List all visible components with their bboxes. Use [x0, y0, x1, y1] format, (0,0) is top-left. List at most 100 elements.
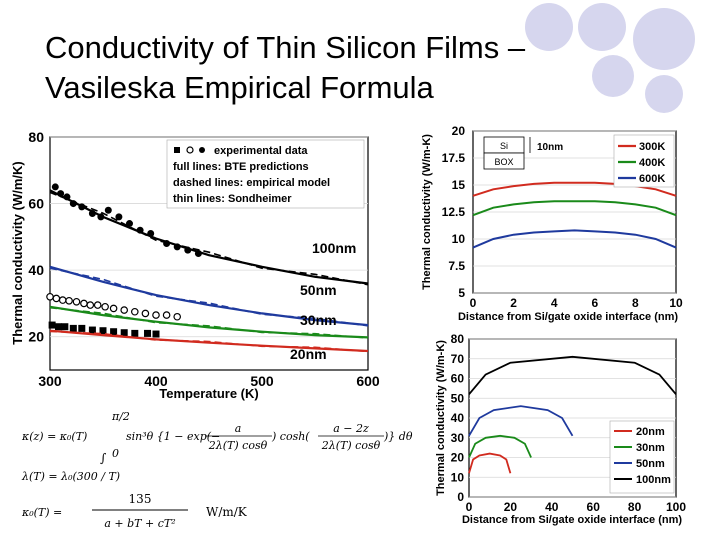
- kappa-numerator-1: a: [235, 422, 242, 435]
- chart1-x-tick-label: 500: [250, 373, 274, 389]
- chart3-legend-label-30nm: 30nm: [636, 442, 665, 454]
- kappa0-numerator: 135: [129, 492, 152, 506]
- decorative-circle: [592, 55, 634, 97]
- chart2-y-tick-label: 17.5: [442, 151, 466, 165]
- chart1-series-50nm-label: 50nm: [300, 282, 337, 298]
- chart1-y-tick-label: 80: [28, 129, 44, 145]
- experimental-filled-circle-point: [115, 213, 123, 221]
- chart3-series-30nm-line: [468, 434, 532, 458]
- chart1-series-30nm-dashed-line: [49, 306, 369, 339]
- chart3-legend-label-50nm: 50nm: [636, 458, 665, 470]
- experimental-filled-circle-point: [51, 183, 59, 191]
- inset-box-layer: [483, 152, 525, 170]
- chart3-y-tick-label: 20: [451, 451, 465, 465]
- experimental-square-point: [54, 323, 62, 331]
- chart1-y-tick-label: 20: [28, 329, 44, 345]
- chart3-x-tick-label: 40: [545, 500, 559, 514]
- chart3-series-50nm-line: [468, 405, 574, 437]
- experimental-open-circle-point: [52, 294, 61, 303]
- chart2-inset: Si BOX 10nm: [483, 136, 563, 170]
- experimental-square-point: [120, 329, 128, 337]
- experimental-square-point: [48, 321, 56, 329]
- experimental-square-point: [131, 329, 139, 337]
- chart3-y-tick-label: 0: [457, 490, 464, 504]
- integral-sign: ∫: [100, 451, 107, 465]
- legend-open-circle-marker: [186, 146, 194, 154]
- chart2-series-600K-line: [472, 229, 677, 249]
- experimental-open-circle-point: [162, 311, 171, 319]
- temperature-profile-chart: 5 7.5 10 12.5 15 17.5 20 0 2 4 6 8 10 Si BOX 10nm 30…: [421, 124, 683, 323]
- integral-lower-limit: 0: [112, 447, 119, 460]
- title-line-1: Conductivity of Thin Silicon Films –: [45, 30, 526, 65]
- chart2-x-tick-label: 10: [669, 296, 683, 310]
- experimental-open-circle-point: [109, 304, 118, 313]
- experimental-square-point: [99, 327, 107, 335]
- chart3-legend: 20nm 30nm 50nm 100nm: [614, 426, 671, 486]
- experimental-open-circle-point: [120, 306, 129, 314]
- kappa-numerator-2: a − 2z: [333, 422, 369, 435]
- chart3-x-tick-label: 0: [466, 500, 473, 514]
- chart3-x-tick-label: 100: [666, 500, 686, 514]
- chart3-y-tick-label: 80: [451, 332, 465, 346]
- chart3-series-20nm-line: [468, 452, 512, 474]
- chart1-series-30nm-label: 30nm: [300, 312, 337, 328]
- kappa0-units: W/m/K: [206, 505, 248, 519]
- chart1-x-tick-label: 600: [356, 373, 380, 389]
- inset-thickness-label: 10nm: [537, 142, 563, 153]
- inset-box-label: BOX: [494, 157, 513, 167]
- chart2-y-tick-label: 7.5: [448, 259, 465, 273]
- chart1-series-100nm-line: [49, 189, 369, 285]
- chart3-y-tick-label: 30: [451, 431, 465, 445]
- chart1-x-label: Temperature (K): [159, 386, 258, 401]
- decorative-circle: [633, 8, 695, 70]
- chart3-y-tick-label: 10: [451, 470, 465, 484]
- experimental-square-point: [144, 329, 152, 337]
- chart1-series-30nm-line: [49, 305, 369, 339]
- chart1-x-tick-label: 400: [144, 373, 168, 389]
- chart2-legend: 300K 400K 600K: [613, 134, 675, 188]
- kappa-body: sin³θ {1 − exp(−: [126, 430, 220, 443]
- kappa-mid: ) cosh(: [271, 430, 310, 443]
- inset-si-label: Si: [500, 141, 508, 151]
- kappa-end: )} dθ: [383, 430, 413, 443]
- chart2-x-tick-label: 4: [551, 296, 558, 310]
- chart1-y-tick-label: 60: [28, 196, 44, 212]
- legend-line-4: thin lines: Sondheimer: [173, 193, 292, 205]
- chart2-y-tick-label: 5: [458, 286, 465, 300]
- experimental-open-circle-point: [131, 307, 139, 316]
- decorative-circle: [645, 75, 683, 113]
- chart3-y-tick-label: 40: [451, 411, 465, 425]
- experimental-square-point: [152, 330, 160, 338]
- legend-line-2: full lines: BTE predictions: [173, 161, 309, 173]
- chart1-legend: experimental data full lines: BTE predic…: [173, 145, 330, 205]
- chart1-series-50nm-line: [49, 265, 369, 327]
- experimental-square-point: [88, 326, 96, 334]
- experimental-open-circle-point: [141, 309, 150, 318]
- experimental-square-point: [61, 323, 69, 331]
- legend-square-marker: [174, 147, 180, 153]
- chart1-x-tick-label: 300: [38, 373, 62, 389]
- kappa0-equation: κ₀(T) = 135 a + bT + cT² W/m/K: [21, 492, 248, 530]
- kappa-denominator-2: 2λ(T) cosθ: [321, 439, 381, 452]
- experimental-open-circle-point: [93, 301, 102, 309]
- kappa-denominator-1: 2λ(T) cosθ: [208, 439, 268, 452]
- chart3-legend-label-100nm: 100nm: [636, 474, 671, 486]
- chart3-y-label: Thermal conductivity (W/m-K): [435, 340, 447, 496]
- chart3-x-tick-label: 60: [587, 500, 601, 514]
- lambda-equation: λ(T) = λ₀(300 / T): [21, 470, 120, 483]
- experimental-open-circle-point: [86, 301, 95, 309]
- chart2-legend-label-600K: 600K: [639, 173, 665, 185]
- experimental-open-circle-point: [46, 292, 54, 301]
- chart2-x-tick-label: 8: [632, 296, 639, 310]
- chart3-y-tick-label: 70: [451, 352, 465, 366]
- experimental-filled-circle-point: [104, 206, 112, 214]
- chart3-legend-label-20nm: 20nm: [636, 426, 665, 438]
- chart3-y-tick-label: 50: [451, 391, 465, 405]
- integral-upper-limit: π/2: [111, 410, 130, 423]
- chart3-x-tick-label: 80: [628, 500, 642, 514]
- chart2-x-tick-label: 6: [591, 296, 598, 310]
- experimental-open-circle-point: [65, 296, 73, 305]
- chart2-x-tick-label: 2: [510, 296, 517, 310]
- decorative-circle: [578, 3, 626, 51]
